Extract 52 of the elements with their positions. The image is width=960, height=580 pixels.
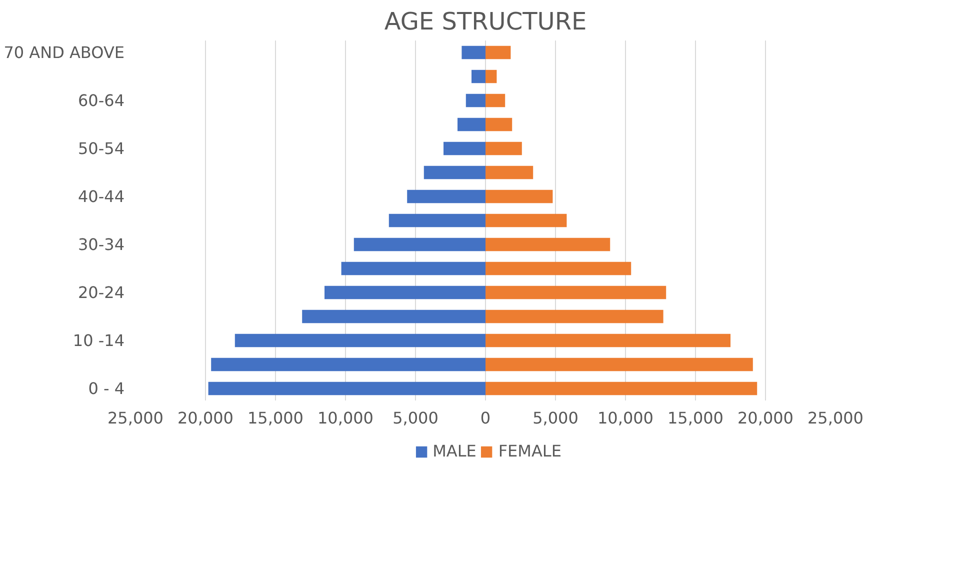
x-tick-label: 0 (480, 408, 491, 428)
bar (324, 286, 486, 300)
bar (486, 166, 534, 180)
y-tick-label: 40-44 (78, 187, 125, 206)
x-tick-label: 10,000 (318, 408, 374, 428)
x-tick-label: 10,000 (598, 408, 654, 428)
bar (486, 94, 506, 108)
bar (354, 238, 486, 252)
x-tick-label: 5,000 (392, 408, 438, 428)
y-tick-label: 30-34 (78, 235, 125, 254)
bar (234, 334, 486, 348)
y-tick-label: 70 AND ABOVE (4, 43, 125, 62)
bar (444, 142, 486, 156)
bar (486, 238, 610, 252)
bar (486, 214, 567, 228)
bar (302, 310, 486, 324)
bar (341, 262, 486, 276)
bar (407, 190, 486, 204)
bar (208, 382, 486, 396)
bar (486, 286, 666, 300)
y-tick-label: 60-64 (78, 91, 125, 110)
bar (486, 118, 512, 132)
bar (472, 70, 486, 84)
x-tick-label: 15,000 (248, 408, 304, 428)
bar (211, 358, 486, 372)
bar (486, 310, 664, 324)
bar (462, 46, 486, 60)
bar (486, 190, 553, 204)
legend-label: MALE (432, 442, 476, 460)
y-tick-label: 20-24 (78, 283, 125, 302)
bar (388, 214, 486, 228)
x-tick-label: 25,000 (808, 408, 864, 428)
bar (486, 262, 632, 276)
x-tick-label: 20,000 (738, 408, 794, 428)
x-tick-label: 5,000 (532, 408, 578, 428)
bar (486, 46, 511, 60)
y-tick-label: 0 - 4 (88, 379, 125, 398)
x-tick-label: 15,000 (668, 408, 724, 428)
bar (486, 142, 522, 156)
bar (466, 94, 486, 108)
y-tick-label: 50-54 (78, 139, 125, 158)
bar (486, 334, 730, 348)
chart-title: AGE STRUCTURE (384, 8, 587, 36)
bar (458, 118, 486, 132)
bar (486, 70, 497, 84)
x-tick-label: 25,000 (108, 408, 164, 428)
legend-label: FEMALE (498, 442, 562, 460)
bar (486, 382, 758, 396)
y-tick-label: 10 -14 (72, 331, 124, 350)
bar (424, 166, 486, 180)
x-tick-label: 20,000 (178, 408, 234, 428)
bar (486, 358, 753, 372)
